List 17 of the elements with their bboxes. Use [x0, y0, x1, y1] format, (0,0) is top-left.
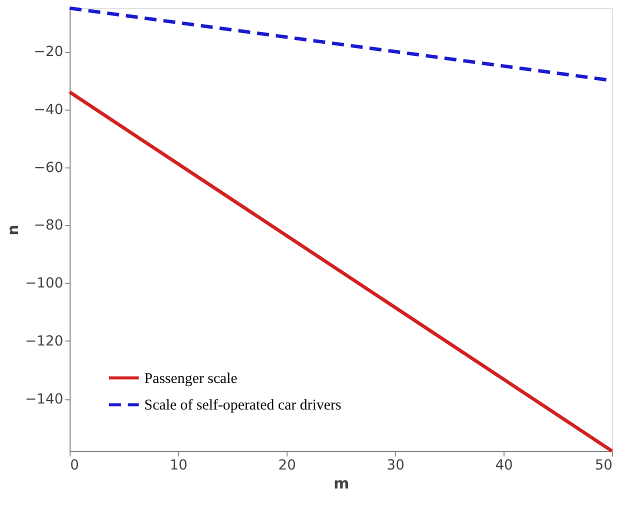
x-tick-label: 50	[594, 457, 613, 474]
x-tick-label: 20	[278, 457, 296, 474]
y-tick-label: −140	[24, 391, 64, 408]
x-tick-label: 30	[386, 457, 404, 474]
x-tick-label: 0	[70, 457, 80, 474]
legend-label: Passenger scale	[144, 370, 238, 387]
legend-label: Scale of self-operated car drivers	[144, 398, 342, 414]
x-tick-label: 10	[170, 457, 188, 474]
x-axis-title: m	[334, 474, 350, 492]
y-tick-label: −40	[34, 102, 64, 118]
y-tick-label: −80	[34, 218, 64, 234]
y-tick-label: −20	[34, 44, 64, 60]
y-tick-label: −100	[24, 276, 64, 292]
y-tick-label: −120	[24, 334, 64, 350]
x-tick-label: 40	[495, 457, 513, 474]
y-tick-label: −60	[34, 160, 64, 176]
y-axis-title: n	[4, 224, 22, 236]
